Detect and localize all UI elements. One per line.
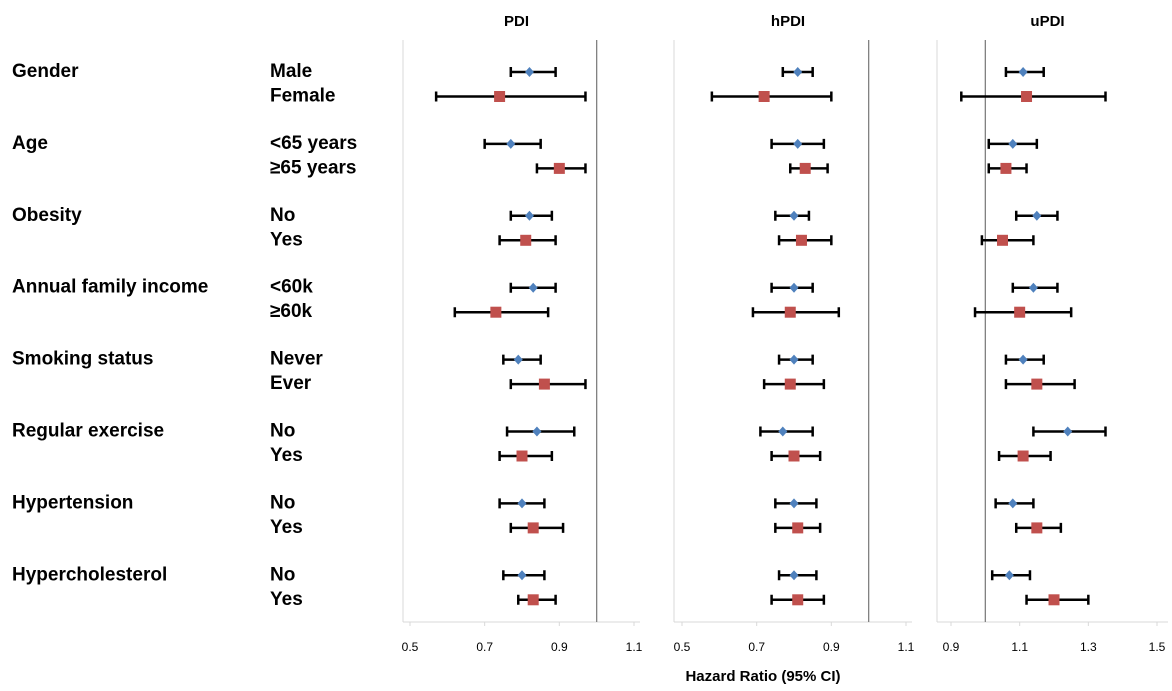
error-bar: [960, 91, 1107, 102]
group-label: Age: [12, 133, 48, 154]
point: [1008, 498, 1018, 509]
point: [1021, 91, 1033, 102]
point: [997, 234, 1008, 246]
point: [793, 67, 803, 77]
point: [538, 378, 550, 390]
error-bar: [751, 307, 841, 318]
point: [789, 210, 799, 221]
point: [789, 498, 799, 509]
error-bar: [710, 91, 833, 102]
panel-title: uPDI: [1030, 13, 1064, 30]
group-label: Smoking status: [12, 349, 153, 370]
point: [1018, 67, 1028, 77]
error-bar: [434, 91, 587, 102]
point: [789, 354, 799, 365]
x-tick-label: 0.9: [551, 640, 568, 654]
point: [1018, 354, 1028, 365]
point: [792, 594, 804, 606]
point: [527, 594, 539, 606]
level-label: No: [270, 205, 295, 226]
x-tick-label: 1.5: [1149, 640, 1166, 654]
point: [799, 162, 811, 174]
point: [1031, 522, 1043, 534]
point: [513, 354, 523, 365]
level-label: ≥60k: [270, 301, 313, 322]
point: [1048, 594, 1060, 606]
point: [789, 570, 799, 581]
panel-title: hPDI: [771, 13, 805, 30]
group-label: Obesity: [12, 205, 82, 226]
point: [520, 234, 532, 246]
point: [490, 306, 502, 318]
point: [758, 91, 770, 102]
x-tick-label: 0.5: [402, 640, 419, 654]
x-tick-label: 0.7: [748, 640, 765, 654]
x-tick-label: 0.9: [823, 640, 840, 654]
point: [527, 522, 539, 534]
x-axis-label: Hazard Ratio (95% CI): [685, 668, 840, 685]
level-label: ≥65 years: [270, 157, 357, 178]
level-label: Yes: [270, 517, 303, 538]
point: [553, 162, 565, 174]
level-label: No: [270, 564, 295, 585]
level-label: Yes: [270, 229, 303, 250]
x-tick-label: 0.5: [674, 640, 691, 654]
point: [506, 138, 516, 149]
group-label: Gender: [12, 61, 79, 82]
point: [1032, 210, 1042, 221]
point: [528, 282, 538, 293]
group-label: Hypercholesterol: [12, 564, 167, 585]
point: [778, 426, 788, 437]
point: [524, 210, 534, 221]
point: [1008, 138, 1018, 149]
point: [1063, 426, 1073, 437]
point: [784, 378, 796, 390]
level-label: Male: [270, 61, 312, 82]
point: [1017, 450, 1029, 462]
level-label: Never: [270, 349, 323, 370]
level-label: <60k: [270, 277, 313, 298]
level-label: <65 years: [270, 133, 357, 154]
point: [517, 570, 527, 581]
point: [789, 282, 799, 293]
panel-title: PDI: [504, 13, 529, 30]
point: [1031, 378, 1043, 390]
point: [524, 67, 534, 77]
point: [795, 234, 807, 246]
group-label: Hypertension: [12, 492, 133, 513]
x-tick-label: 0.9: [943, 640, 960, 654]
point: [1004, 570, 1014, 581]
level-label: Yes: [270, 589, 303, 610]
point: [516, 450, 528, 462]
error-bar: [453, 307, 550, 318]
level-label: Yes: [270, 445, 303, 466]
group-label: Annual family income: [12, 277, 208, 298]
level-label: No: [270, 421, 295, 442]
point: [1028, 282, 1038, 293]
group-label: Regular exercise: [12, 421, 164, 442]
point: [788, 450, 800, 462]
point: [517, 498, 527, 509]
x-tick-label: 1.3: [1080, 640, 1097, 654]
x-tick-label: 1.1: [1011, 640, 1028, 654]
level-label: Female: [270, 86, 335, 107]
point: [494, 91, 506, 102]
point: [792, 522, 804, 534]
level-label: No: [270, 492, 295, 513]
point: [1014, 306, 1026, 318]
point: [793, 138, 803, 149]
point: [532, 426, 542, 437]
level-label: Ever: [270, 373, 312, 394]
point: [784, 306, 796, 318]
x-tick-label: 1.1: [898, 640, 915, 654]
x-tick-label: 1.1: [626, 640, 643, 654]
point: [1000, 162, 1012, 174]
x-tick-label: 0.7: [476, 640, 493, 654]
